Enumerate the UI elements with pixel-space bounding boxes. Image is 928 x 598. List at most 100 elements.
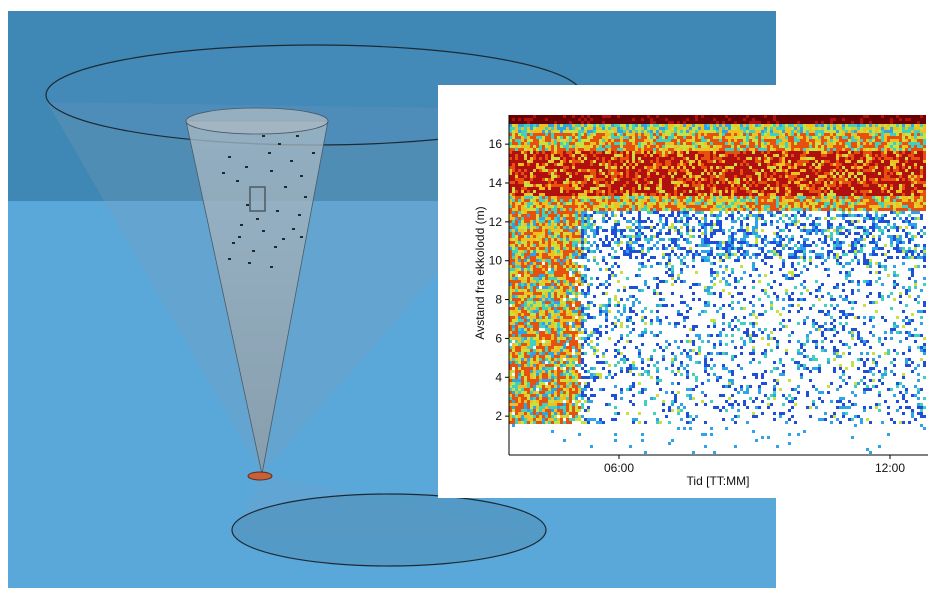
heatmap-cell: [542, 421, 545, 424]
heatmap-cell: [548, 226, 551, 229]
heatmap-cell: [638, 148, 641, 151]
heatmap-cell: [716, 208, 719, 211]
heatmap-cell: [521, 274, 524, 277]
heatmap-cell: [509, 202, 512, 205]
heatmap-cell: [671, 151, 674, 154]
heatmap-cell: [518, 268, 521, 271]
heatmap-cell: [542, 304, 545, 307]
heatmap-cell: [710, 148, 713, 151]
heatmap-cell: [611, 199, 614, 202]
heatmap-cell: [551, 193, 554, 196]
heatmap-cell: [647, 148, 650, 151]
heatmap-cell: [695, 181, 698, 184]
heatmap-cell: [617, 352, 620, 355]
heatmap-cell: [647, 241, 650, 244]
heatmap-cell: [524, 142, 527, 145]
heatmap-cell: [524, 157, 527, 160]
heatmap-cell: [713, 166, 716, 169]
heatmap-cell: [650, 229, 653, 232]
heatmap-cell: [545, 130, 548, 133]
heatmap-cell: [542, 124, 545, 127]
heatmap-cell: [551, 145, 554, 148]
heatmap-cell: [572, 382, 575, 385]
heatmap-cell: [704, 142, 707, 145]
heatmap-cell: [560, 244, 563, 247]
heatmap-cell: [509, 406, 512, 409]
heatmap-cell: [518, 313, 521, 316]
heatmap-cell: [713, 181, 716, 184]
heatmap-cell: [575, 205, 578, 208]
heatmap-cell: [536, 247, 539, 250]
heatmap-cell: [704, 238, 707, 241]
heatmap-cell: [551, 385, 554, 388]
heatmap-cell: [680, 205, 683, 208]
heatmap-cell: [530, 295, 533, 298]
heatmap-cell: [587, 316, 590, 319]
heatmap-cell: [620, 181, 623, 184]
heatmap-cell: [560, 280, 563, 283]
heatmap-cell: [632, 304, 635, 307]
heatmap-cell: [542, 277, 545, 280]
heatmap-cell: [566, 331, 569, 334]
heatmap-cell: [632, 205, 635, 208]
heatmap-cell: [686, 265, 689, 268]
heatmap-cell: [518, 331, 521, 334]
heatmap-cell: [671, 202, 674, 205]
heatmap-cell: [695, 184, 698, 187]
heatmap-cell: [653, 178, 656, 181]
heatmap-cell: [677, 121, 680, 124]
heatmap-cell: [650, 376, 653, 379]
heatmap-cell: [536, 145, 539, 148]
heatmap-cell: [695, 253, 698, 256]
heatmap-cell: [716, 130, 719, 133]
heatmap-cell: [569, 124, 572, 127]
heatmap-cell: [578, 433, 581, 436]
heatmap-cell: [527, 388, 530, 391]
heatmap-cell: [572, 175, 575, 178]
heatmap-cell: [545, 376, 548, 379]
heatmap-cell: [638, 412, 641, 415]
heatmap-cell: [542, 145, 545, 148]
heatmap-cell: [695, 121, 698, 124]
heatmap-cell: [653, 118, 656, 121]
heatmap-cell: [662, 118, 665, 121]
heatmap-cell: [578, 118, 581, 121]
heatmap-cell: [581, 184, 584, 187]
heatmap-cell: [701, 310, 704, 313]
heatmap-cell: [719, 229, 722, 232]
heatmap-cell: [602, 115, 605, 118]
heatmap-cell: [521, 268, 524, 271]
heatmap-cell: [710, 286, 713, 289]
heatmap-cell: [563, 391, 566, 394]
heatmap-cell: [626, 250, 629, 253]
heatmap-cell: [521, 163, 524, 166]
heatmap-cell: [551, 319, 554, 322]
heatmap-cell: [704, 226, 707, 229]
heatmap-cell: [614, 178, 617, 181]
heatmap-cell: [722, 115, 725, 118]
heatmap-cell: [617, 289, 620, 292]
heatmap-cell: [701, 400, 704, 403]
heatmap-cell: [611, 238, 614, 241]
heatmap-cell: [638, 373, 641, 376]
heatmap-cell: [587, 205, 590, 208]
heatmap-cell: [551, 232, 554, 235]
heatmap-cell: [614, 385, 617, 388]
heatmap-cell: [533, 160, 536, 163]
heatmap-cell: [680, 160, 683, 163]
heatmap-cell: [542, 187, 545, 190]
heatmap-cell: [704, 445, 707, 448]
heatmap-cell: [557, 280, 560, 283]
heatmap-cell: [563, 202, 566, 205]
heatmap-cell: [626, 166, 629, 169]
heatmap-cell: [656, 277, 659, 280]
heatmap-cell: [680, 151, 683, 154]
heatmap-cell: [521, 370, 524, 373]
heatmap-cell: [509, 301, 512, 304]
heatmap-cell: [545, 154, 548, 157]
heatmap-cell: [707, 160, 710, 163]
heatmap-cell: [638, 169, 641, 172]
heatmap-cell: [674, 394, 677, 397]
heatmap-cell: [551, 409, 554, 412]
heatmap-cell: [539, 325, 542, 328]
